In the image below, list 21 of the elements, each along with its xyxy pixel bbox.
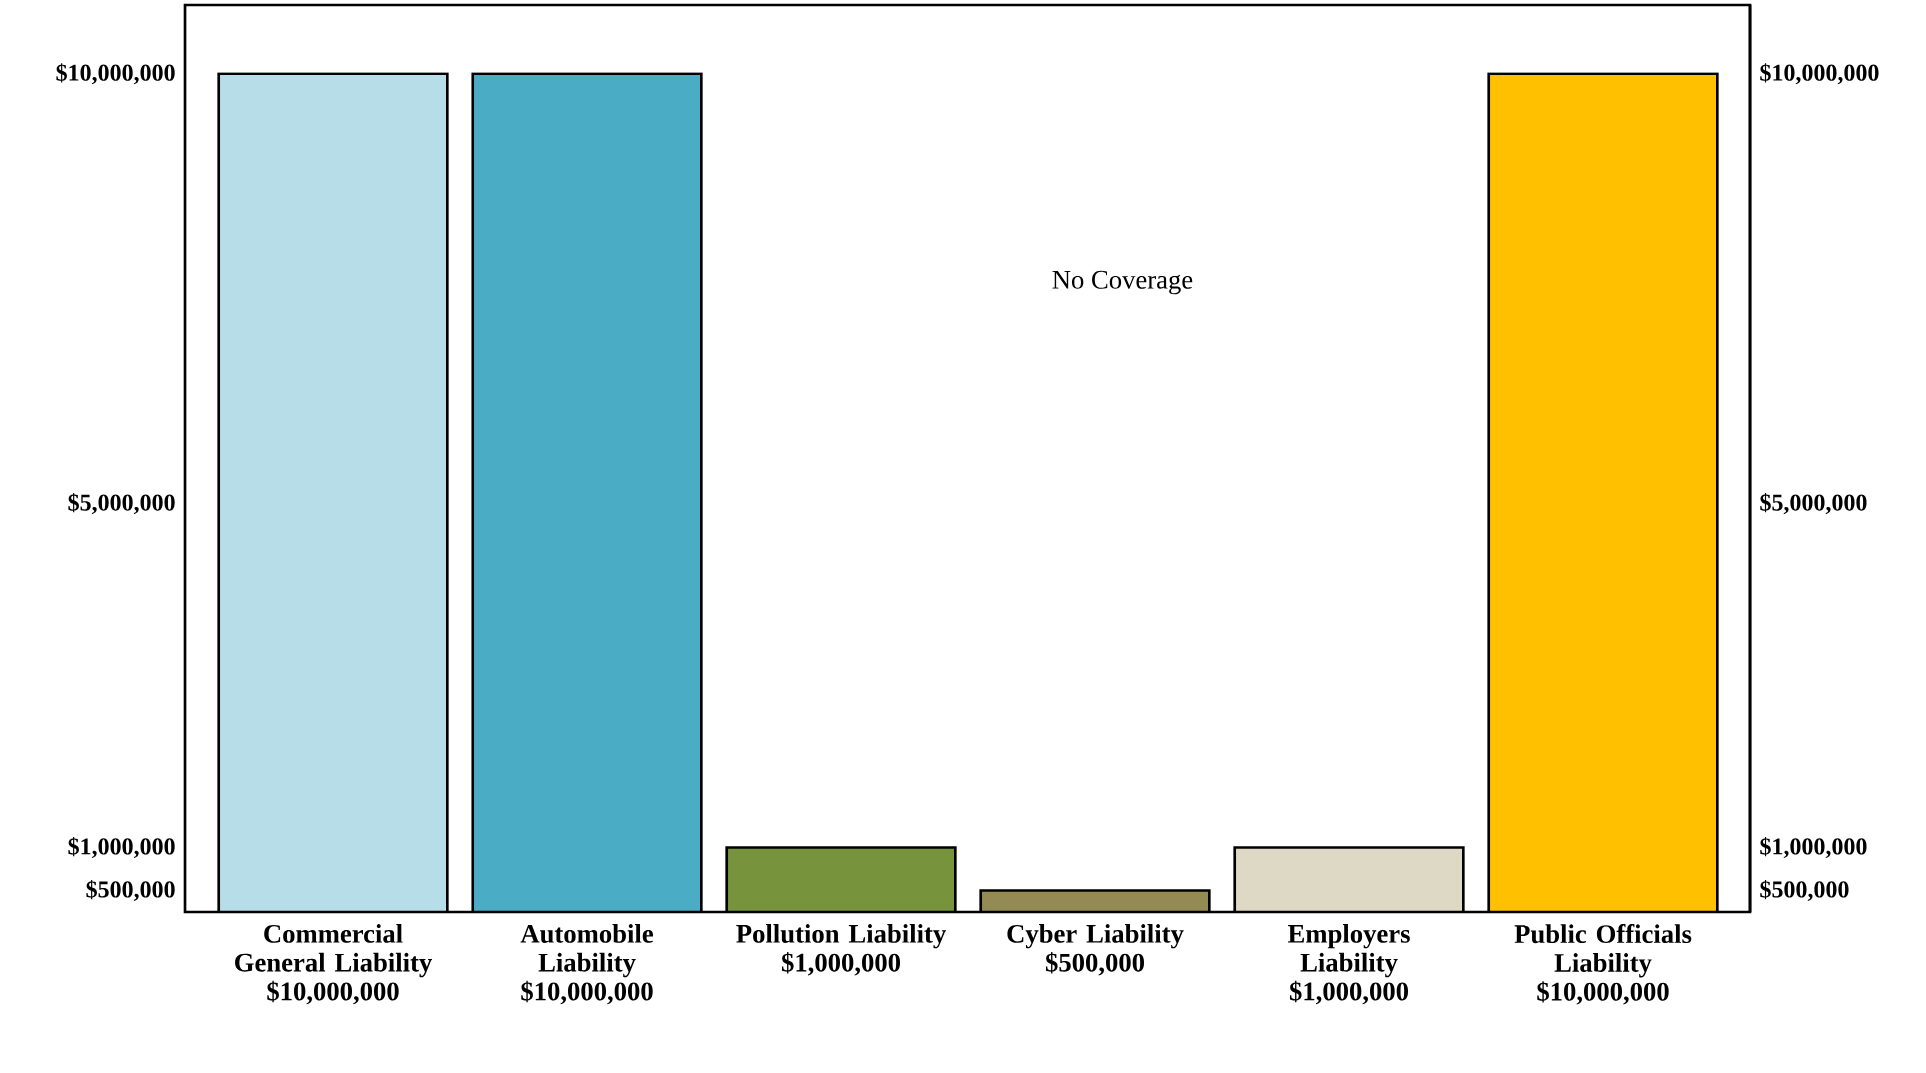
x-tick-label: Automobile Liability — [520, 924, 653, 978]
x-tick-label: Cyber Liability — [1007, 924, 1184, 949]
y-tick-label: $5,000,000 — [68, 493, 175, 515]
y2-tick-label: $1,000,000 — [1760, 836, 1867, 859]
data-label: $10,000,000 — [267, 980, 399, 1005]
y2-tick-label: $10,000,000 — [1760, 63, 1879, 85]
y-tick-label: $500,000 — [86, 879, 175, 902]
data-label: $500,000 — [1045, 952, 1145, 976]
x-tick-label: Public Officials Liability — [1514, 924, 1692, 978]
data-label: $10,000,000 — [1537, 981, 1669, 1005]
data-label: $1,000,000 — [781, 952, 901, 976]
y2-tick-label: $500,000 — [1760, 879, 1849, 902]
data-label: $10,000,000 — [521, 980, 653, 1005]
y2-tick-label: $5,000,000 — [1760, 493, 1867, 515]
x-tick-label: Employers Liability — [1287, 924, 1410, 978]
data-label: $1,000,000 — [1289, 980, 1409, 1005]
x-tick-label: Commercial General Liability — [235, 924, 433, 978]
y-tick-label: $1,000,000 — [68, 836, 175, 859]
x-tick-label: Pollution Liability — [736, 924, 946, 949]
y-tick-label: $10,000,000 — [56, 63, 175, 85]
annotation: No Coverage — [1052, 270, 1193, 295]
